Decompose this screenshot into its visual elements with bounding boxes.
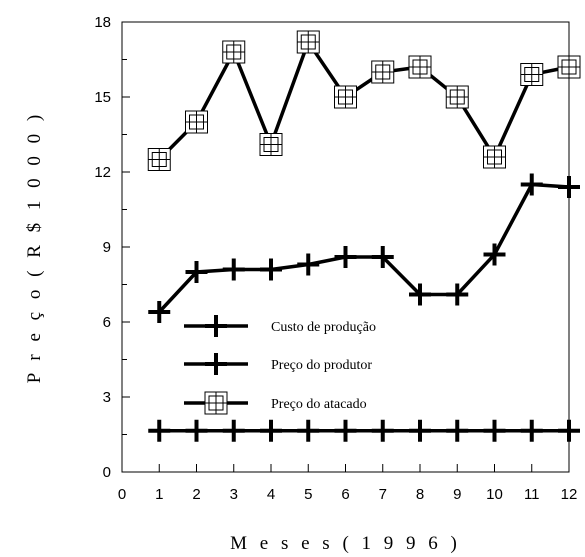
data-point — [260, 419, 282, 442]
data-point — [409, 419, 431, 442]
data-point — [371, 419, 394, 442]
data-point — [408, 55, 432, 79]
data-point — [446, 283, 469, 306]
data-point — [483, 243, 506, 266]
series-1 — [148, 419, 580, 442]
x-tick-label: 9 — [453, 486, 461, 503]
y-tick-label: 6 — [103, 314, 111, 331]
legend-marker — [204, 391, 228, 415]
data-point — [371, 60, 395, 84]
x-tick-label: 6 — [341, 486, 349, 503]
data-point — [558, 419, 580, 442]
data-point — [520, 173, 543, 196]
x-tick-label: 1 — [155, 486, 163, 503]
data-point — [557, 55, 581, 79]
data-point — [334, 246, 357, 268]
y-tick-label: 18 — [94, 14, 111, 31]
y-axis: 0 3 6 9 12 15 18 — [94, 14, 130, 481]
data-point — [297, 419, 320, 442]
y-tick-label: 9 — [103, 239, 111, 256]
data-point — [222, 258, 245, 281]
data-point — [260, 258, 282, 281]
data-point — [222, 419, 245, 442]
data-point — [334, 85, 357, 109]
series-2 — [148, 173, 580, 323]
x-tick-label: 5 — [304, 486, 312, 503]
data-point — [185, 419, 208, 442]
x-tick-label: 7 — [379, 486, 387, 503]
data-point — [147, 148, 171, 171]
x-tick-label: 0 — [118, 486, 126, 503]
data-point — [259, 133, 283, 156]
data-point — [409, 283, 431, 306]
data-point — [483, 145, 506, 169]
data-point — [520, 63, 544, 86]
x-tick-label: 2 — [192, 486, 200, 503]
x-tick-label: 12 — [561, 486, 578, 503]
series-3 — [147, 30, 581, 171]
x-axis-title: M e s e s ( 1 9 9 6 ) — [230, 533, 461, 554]
data-point — [483, 419, 506, 442]
data-point — [185, 261, 208, 283]
y-tick-label: 12 — [94, 164, 111, 181]
x-tick-label: 11 — [524, 486, 540, 503]
legend-label: Preço do produtor — [271, 358, 372, 373]
data-point — [520, 419, 543, 442]
y-axis-title: P r e ç o ( R $ 1 0 0 0 ) — [24, 111, 45, 383]
series-line — [158, 38, 570, 161]
data-point — [334, 419, 357, 442]
y-tick-label: 3 — [103, 389, 111, 406]
data-point — [222, 40, 246, 64]
data-point — [558, 176, 580, 198]
x-tick-label: 8 — [416, 486, 424, 503]
data-point — [371, 246, 394, 268]
x-tick-label: 4 — [267, 486, 275, 503]
data-point — [297, 253, 320, 276]
series-line — [157, 182, 570, 314]
y-tick-label: 15 — [94, 89, 111, 106]
data-point — [296, 30, 320, 54]
data-point — [148, 301, 171, 323]
data-point — [185, 110, 208, 134]
legend-item: Custo de produção — [184, 315, 376, 337]
legend-marker — [205, 315, 227, 337]
data-point — [148, 419, 171, 442]
legend-item: Preço do produtor — [184, 353, 372, 375]
x-tick-label: 10 — [486, 486, 503, 503]
legend-label: Preço do atacado — [271, 397, 367, 412]
data-point — [446, 419, 469, 442]
x-tick-label: 3 — [230, 486, 238, 503]
series-layer — [147, 30, 581, 442]
x-axis: 0 1 2 3 4 5 6 7 8 9 10 11 12 — [118, 464, 578, 503]
legend-label: Custo de produção — [271, 320, 376, 335]
legend: Custo de produção Preço do produtor Preço … — [184, 315, 376, 415]
legend-item: Preço do atacado — [184, 391, 367, 415]
legend-marker — [205, 353, 227, 375]
y-tick-label: 0 — [103, 464, 111, 481]
data-point — [445, 85, 469, 109]
